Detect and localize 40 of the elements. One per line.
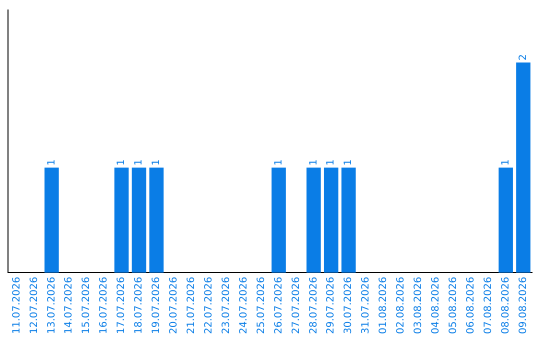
- x-tick-label: 29.07.2026: [326, 276, 337, 334]
- data-label: 1: [500, 159, 512, 166]
- data-label: 1: [273, 159, 284, 166]
- x-tick-label: 04.08.2026: [430, 276, 442, 334]
- x-tick-label: 15.07.2026: [81, 276, 92, 334]
- data-label: 1: [116, 159, 128, 166]
- data-label: 2: [518, 54, 529, 61]
- x-tick-label: 20.07.2026: [168, 276, 180, 334]
- data-label: 1: [343, 159, 354, 166]
- data-label: 1: [134, 159, 145, 166]
- x-tick-label: 16.07.2026: [98, 276, 110, 334]
- x-tick-label: 07.08.2026: [482, 276, 494, 334]
- x-tick-label: 18.07.2026: [134, 276, 145, 334]
- x-tick-label: 25.07.2026: [256, 276, 267, 334]
- x-tick-label: 03.08.2026: [413, 276, 424, 334]
- x-tick-label: 19.07.2026: [151, 276, 162, 334]
- x-tick-label: 23.07.2026: [220, 276, 232, 334]
- x-tick-label: 31.07.2026: [360, 276, 372, 334]
- x-tick-label: 08.08.2026: [500, 276, 512, 334]
- data-label: 1: [151, 159, 162, 166]
- x-tick-label: 26.07.2026: [273, 276, 284, 334]
- x-tick-label: 02.08.2026: [396, 276, 407, 334]
- x-tick-label: 01.08.2026: [378, 276, 390, 334]
- x-tick-label: 24.07.2026: [238, 276, 250, 334]
- data-label: 1: [46, 159, 58, 166]
- x-tick-label: 14.07.2026: [64, 276, 75, 334]
- x-tick-label: 05.08.2026: [448, 276, 459, 334]
- x-tick-label: 09.08.2026: [518, 276, 529, 334]
- data-label: 1: [308, 159, 320, 166]
- x-tick-label: 22.07.2026: [203, 276, 214, 334]
- x-tick-label: 28.07.2026: [308, 276, 320, 334]
- data-label: 1: [326, 159, 337, 166]
- x-tick-label: 17.07.2026: [116, 276, 128, 334]
- x-tick-label: 06.08.2026: [465, 276, 476, 334]
- x-tick-label: 27.07.2026: [290, 276, 302, 334]
- x-tick-label: 12.07.2026: [28, 276, 40, 334]
- x-tick-label: 13.07.2026: [46, 276, 58, 334]
- x-tick-label: 21.07.2026: [186, 276, 197, 334]
- x-tick-label: 30.07.2026: [343, 276, 354, 334]
- x-tick-label: 11.07.2026: [11, 276, 22, 334]
